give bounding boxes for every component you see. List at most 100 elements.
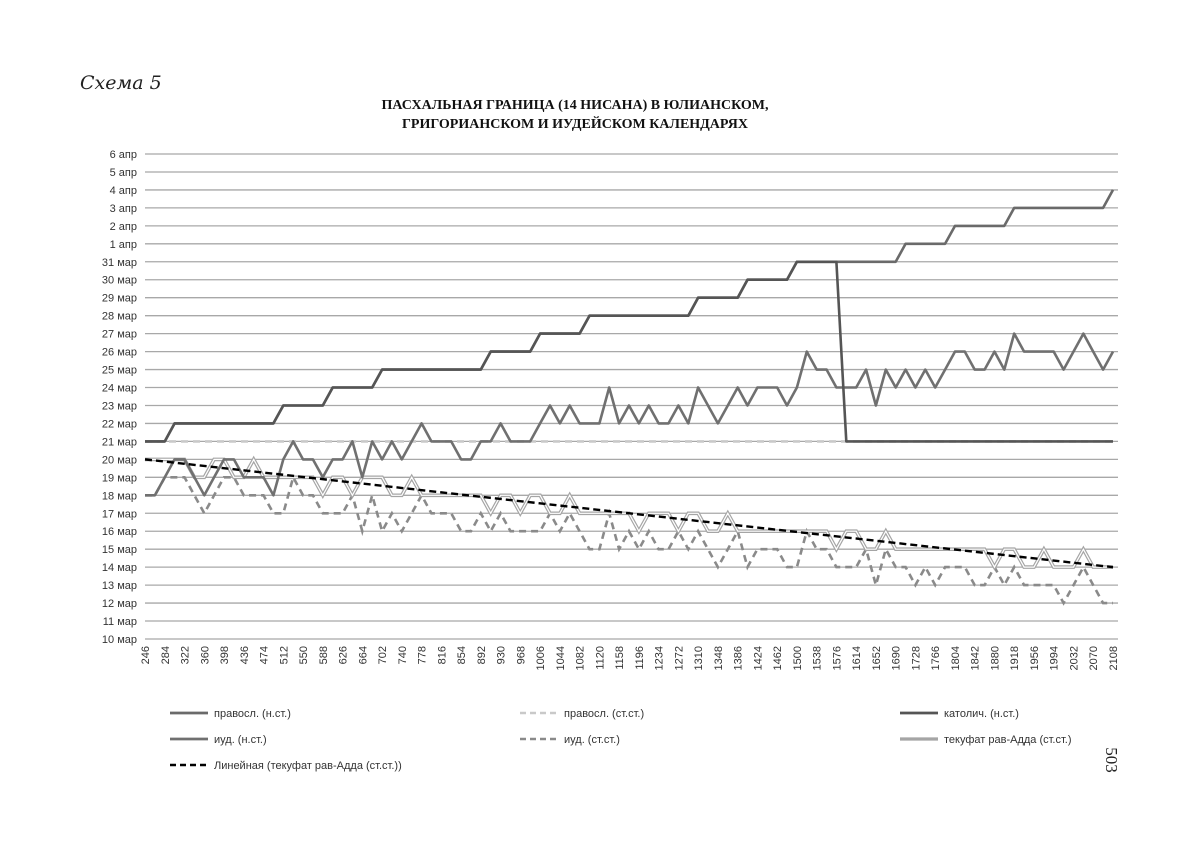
page-number: 503	[1101, 747, 1121, 773]
x-tick-label: 1538	[812, 646, 824, 670]
legend-item: католич. (н.ст.)	[900, 708, 1019, 720]
y-tick-label: 20 мар	[102, 454, 137, 466]
x-tick-label: 1044	[555, 646, 567, 670]
legend-label: католич. (н.ст.)	[944, 708, 1019, 720]
y-tick-label: 18 мар	[102, 490, 137, 502]
x-tick-label: 854	[456, 646, 468, 664]
x-tick-label: 1462	[772, 646, 784, 670]
x-tick-label: 1918	[1009, 646, 1021, 670]
x-tick-label: 1956	[1029, 646, 1041, 670]
x-tick-label: 2070	[1088, 646, 1100, 670]
y-tick-label: 12 мар	[102, 598, 137, 610]
legend-item: текуфат рав-Адда (ст.ст.)	[900, 734, 1072, 746]
y-tick-label: 27 мар	[102, 329, 137, 341]
x-tick-label: 664	[357, 646, 369, 664]
x-tick-label: 1234	[654, 646, 666, 670]
x-tick-label: 512	[278, 646, 290, 664]
y-tick-label: 4 апр	[110, 185, 137, 197]
y-tick-label: 17 мар	[102, 508, 137, 520]
x-tick-label: 1766	[930, 646, 942, 670]
x-tick-label: 1804	[950, 646, 962, 670]
y-tick-label: 22 мар	[102, 418, 137, 430]
y-tick-label: 3 апр	[110, 203, 137, 215]
legend-label: текуфат рав-Адда (ст.ст.)	[944, 734, 1072, 746]
x-tick-label: 1120	[594, 646, 606, 670]
x-tick-label: 588	[318, 646, 330, 664]
series-line-2	[145, 260, 1113, 443]
legend-label: иуд. (н.ст.)	[214, 734, 267, 746]
y-tick-label: 11 мар	[103, 616, 137, 628]
x-tick-label: 1994	[1049, 646, 1061, 670]
x-tick-label: 702	[377, 646, 389, 664]
legend-label: иуд. (ст.ст.)	[564, 734, 620, 746]
y-tick-label: 19 мар	[102, 472, 137, 484]
x-tick-label: 1614	[851, 646, 863, 670]
x-tick-label: 1158	[614, 646, 626, 670]
y-tick-label: 10 мар	[102, 634, 137, 646]
x-tick-label: 626	[338, 646, 350, 664]
x-tick-label: 1348	[713, 646, 725, 670]
legend-label: правосл. (н.ст.)	[214, 708, 291, 720]
x-tick-label: 1576	[831, 646, 843, 670]
y-tick-label: 14 мар	[102, 562, 137, 574]
x-tick-label: 1082	[575, 646, 587, 670]
x-tick-label: 474	[259, 646, 271, 664]
y-tick-label: 31 мар	[102, 257, 137, 269]
x-tick-label: 1880	[989, 646, 1001, 670]
legend-item: Линейная (текуфат рав-Адда (ст.ст.))	[170, 760, 402, 772]
series-line-4	[145, 473, 1113, 606]
y-tick-label: 2 апр	[110, 221, 137, 233]
y-tick-label: 21 мар	[102, 436, 137, 448]
x-tick-label: 1500	[792, 646, 804, 670]
x-tick-label: 284	[160, 646, 172, 664]
x-tick-label: 398	[219, 646, 231, 664]
y-tick-label: 29 мар	[102, 293, 137, 305]
x-tick-label: 778	[417, 646, 429, 664]
x-tick-label: 322	[180, 646, 192, 664]
x-tick-label: 360	[199, 646, 211, 664]
x-tick-label: 1652	[871, 646, 883, 670]
x-tick-label: 1386	[733, 646, 745, 670]
x-tick-label: 968	[515, 646, 527, 664]
x-tick-label: 436	[239, 646, 251, 664]
x-tick-label: 2032	[1068, 646, 1080, 670]
y-tick-label: 24 мар	[102, 383, 137, 395]
y-tick-label: 13 мар	[102, 580, 137, 592]
y-tick-label: 23 мар	[102, 400, 137, 412]
x-tick-label: 1196	[634, 646, 646, 670]
chart-title-line-1: ПАСХАЛЬНАЯ ГРАНИЦА (14 НИСАНА) В ЮЛИАНСК…	[381, 98, 769, 113]
y-tick-label: 30 мар	[102, 275, 137, 287]
y-tick-label: 5 апр	[110, 167, 137, 179]
x-tick-label: 1728	[910, 646, 922, 670]
y-tick-label: 26 мар	[102, 347, 137, 359]
y-tick-label: 25 мар	[102, 365, 137, 377]
x-tick-label: 1424	[752, 646, 764, 670]
x-tick-label: 816	[436, 646, 448, 664]
scheme-label: Схема 5	[80, 72, 162, 94]
x-tick-label: 1006	[535, 646, 547, 670]
y-tick-label: 28 мар	[102, 311, 137, 323]
chart-title-line-2: ГРИГОРИАНСКОМ И ИУДЕЙСКОМ КАЛЕНДАРЯХ	[401, 117, 748, 132]
legend-item: правосл. (н.ст.)	[170, 708, 291, 720]
x-tick-label: 1842	[970, 646, 982, 670]
series-line-3	[145, 332, 1115, 497]
x-tick-label: 1690	[891, 646, 903, 670]
x-tick-label: 892	[476, 646, 488, 664]
legend-item: иуд. (н.ст.)	[170, 734, 267, 746]
x-tick-label: 930	[496, 646, 508, 664]
x-tick-label: 2108	[1108, 646, 1120, 670]
legend-item: правосл. (ст.ст.)	[520, 708, 644, 720]
y-tick-label: 6 апр	[110, 149, 137, 161]
x-tick-label: 550	[298, 646, 310, 664]
legend-item: иуд. (ст.ст.)	[520, 734, 620, 746]
trend-line	[144, 458, 1114, 569]
legend-label: Линейная (текуфат рав-Адда (ст.ст.))	[214, 760, 402, 772]
y-tick-label: 1 апр	[110, 239, 137, 251]
x-tick-label: 1310	[693, 646, 705, 670]
y-tick-label: 15 мар	[102, 544, 137, 556]
y-tick-label: 16 мар	[102, 526, 137, 538]
x-tick-label: 1272	[673, 646, 685, 670]
legend-label: правосл. (ст.ст.)	[564, 708, 644, 720]
